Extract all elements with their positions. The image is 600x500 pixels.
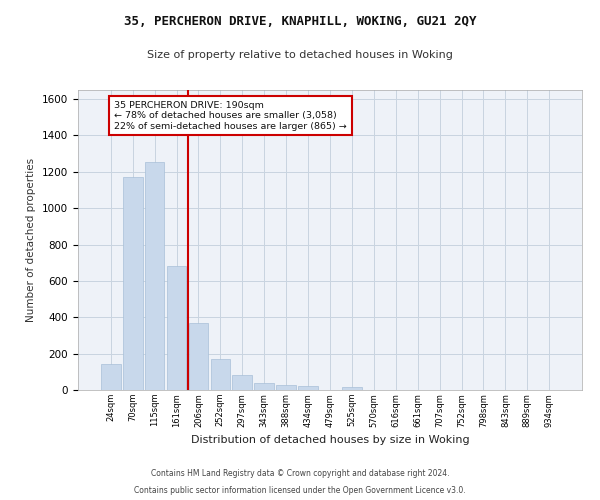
Bar xyxy=(276,384,296,390)
Bar xyxy=(188,322,208,390)
Bar xyxy=(101,364,121,390)
Bar xyxy=(298,386,318,390)
Text: 35 PERCHERON DRIVE: 190sqm
← 78% of detached houses are smaller (3,058)
22% of s: 35 PERCHERON DRIVE: 190sqm ← 78% of deta… xyxy=(114,101,347,130)
Bar xyxy=(232,374,252,390)
Bar xyxy=(211,359,230,390)
Text: 35, PERCHERON DRIVE, KNAPHILL, WOKING, GU21 2QY: 35, PERCHERON DRIVE, KNAPHILL, WOKING, G… xyxy=(124,15,476,28)
Text: Contains public sector information licensed under the Open Government Licence v3: Contains public sector information licen… xyxy=(134,486,466,495)
Text: Contains HM Land Registry data © Crown copyright and database right 2024.: Contains HM Land Registry data © Crown c… xyxy=(151,468,449,477)
Text: Size of property relative to detached houses in Woking: Size of property relative to detached ho… xyxy=(147,50,453,60)
Bar xyxy=(123,178,143,390)
Bar xyxy=(145,162,164,390)
X-axis label: Distribution of detached houses by size in Woking: Distribution of detached houses by size … xyxy=(191,435,469,445)
Bar xyxy=(167,266,187,390)
Bar xyxy=(342,388,362,390)
Bar xyxy=(254,382,274,390)
Y-axis label: Number of detached properties: Number of detached properties xyxy=(26,158,37,322)
